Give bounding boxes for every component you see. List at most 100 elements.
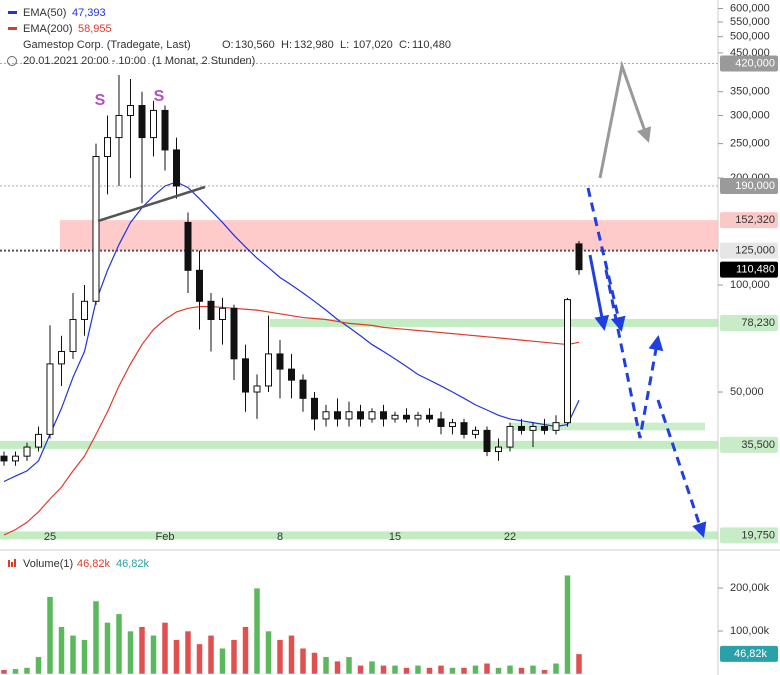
volume-bar xyxy=(357,665,364,675)
gray-arrow xyxy=(598,60,652,179)
volume-bar xyxy=(173,639,180,675)
candle-body xyxy=(265,353,272,387)
clock-icon xyxy=(7,56,17,66)
volume-bar xyxy=(23,667,31,675)
x-tick-label: 8 xyxy=(277,531,283,543)
y-tick-label: 100,000 xyxy=(730,279,770,291)
ohlc-value: 110,480 xyxy=(412,39,451,51)
ema-line xyxy=(3,181,580,483)
blue-dashed-arrow xyxy=(586,187,626,332)
volume-bar xyxy=(529,665,537,675)
volume-bar xyxy=(184,630,192,675)
candle-body xyxy=(380,411,387,420)
volume-bar xyxy=(219,647,226,675)
candle-body xyxy=(127,105,134,116)
background-layer xyxy=(0,63,718,540)
x-tick-label: 22 xyxy=(504,531,516,543)
volume-bar xyxy=(288,635,295,675)
volume-bar xyxy=(311,652,318,675)
trend-line xyxy=(97,185,206,223)
volume-bar xyxy=(334,660,341,675)
y-tick-label: 100,00k xyxy=(730,625,770,637)
candle-body xyxy=(173,149,180,187)
volume-bar xyxy=(299,647,307,675)
candle-body xyxy=(334,411,341,420)
legend-label: EMA(50) xyxy=(23,7,66,19)
volume-bar xyxy=(69,635,77,675)
candle-body xyxy=(426,414,433,420)
legend-label: EMA(200) xyxy=(23,23,73,35)
volume-bar xyxy=(127,630,134,675)
volume-bar xyxy=(35,656,42,675)
blue-arrow xyxy=(588,254,610,331)
volume-bar xyxy=(345,656,353,675)
candle-body xyxy=(311,397,318,420)
volume-bar xyxy=(92,600,100,675)
volume-icon xyxy=(14,559,16,567)
candle-body xyxy=(460,422,468,435)
volume-legend-value: 46,82k xyxy=(77,558,111,570)
y-tick-label: 300,000 xyxy=(730,109,770,121)
level-label: 35,500 xyxy=(741,439,775,451)
candle-body xyxy=(230,307,238,360)
legend-swatch xyxy=(8,27,17,30)
volume-bar xyxy=(449,667,456,675)
candle-body xyxy=(552,422,560,431)
level-band xyxy=(0,531,718,540)
volume-bar xyxy=(58,626,65,675)
candle-body xyxy=(242,358,249,393)
y-tick-label: 250,000 xyxy=(730,138,770,150)
level-label: 125,000 xyxy=(735,245,775,257)
candle-body xyxy=(0,455,8,462)
ohlc-key: L: xyxy=(340,39,349,51)
candle-body xyxy=(69,318,77,353)
ohlc-key: O: xyxy=(222,39,234,51)
annotation: S xyxy=(95,92,106,109)
volume-bar xyxy=(564,574,571,675)
x-tick-label: Feb xyxy=(156,531,175,543)
blue-dashed-arrow xyxy=(604,269,664,439)
volume-title: Volume(1) xyxy=(23,558,73,570)
candle-body xyxy=(288,368,295,381)
candle-body xyxy=(184,221,192,271)
ohlc-key: H: xyxy=(281,39,292,51)
volume-bar xyxy=(138,626,146,675)
volume-bar xyxy=(437,665,445,675)
volume-legend-value: 46,82k xyxy=(116,558,150,570)
candle-body xyxy=(81,300,88,320)
y-tick-label: 50,000 xyxy=(730,386,764,398)
candle-body xyxy=(207,300,215,320)
volume-bar xyxy=(403,667,410,675)
level-label-bg xyxy=(720,177,778,194)
candle-body xyxy=(276,353,284,370)
candle-body xyxy=(564,299,571,424)
candle-body xyxy=(161,109,169,151)
level-band xyxy=(270,318,718,327)
candle-body xyxy=(299,379,307,399)
level-label: 110,480 xyxy=(736,264,775,276)
candle-body xyxy=(345,411,353,420)
level-label-bg xyxy=(720,436,778,453)
x-tick-label: 25 xyxy=(44,531,56,543)
volume-bar xyxy=(426,667,433,675)
current-volume-bg xyxy=(720,645,778,662)
candle-body xyxy=(483,429,491,453)
level-label-bg xyxy=(720,212,778,229)
instrument: Gamestop Corp. (Tradegate, Last) xyxy=(23,39,191,51)
volume-icon xyxy=(8,560,10,567)
volume-bar xyxy=(265,630,272,675)
candle-body xyxy=(472,429,479,435)
candle-body xyxy=(575,243,583,271)
legend-value: 58,955 xyxy=(78,23,112,35)
level-label-bg xyxy=(720,242,778,259)
volume-bar xyxy=(506,665,514,675)
zone xyxy=(510,422,705,431)
volume-bar xyxy=(575,653,583,675)
volume-bar xyxy=(207,635,215,675)
candle-body xyxy=(104,137,111,157)
volume-bar xyxy=(81,639,88,675)
volume-bar xyxy=(391,665,399,675)
y-tick-label: 200,00k xyxy=(730,582,770,594)
volume-bar xyxy=(541,669,548,675)
